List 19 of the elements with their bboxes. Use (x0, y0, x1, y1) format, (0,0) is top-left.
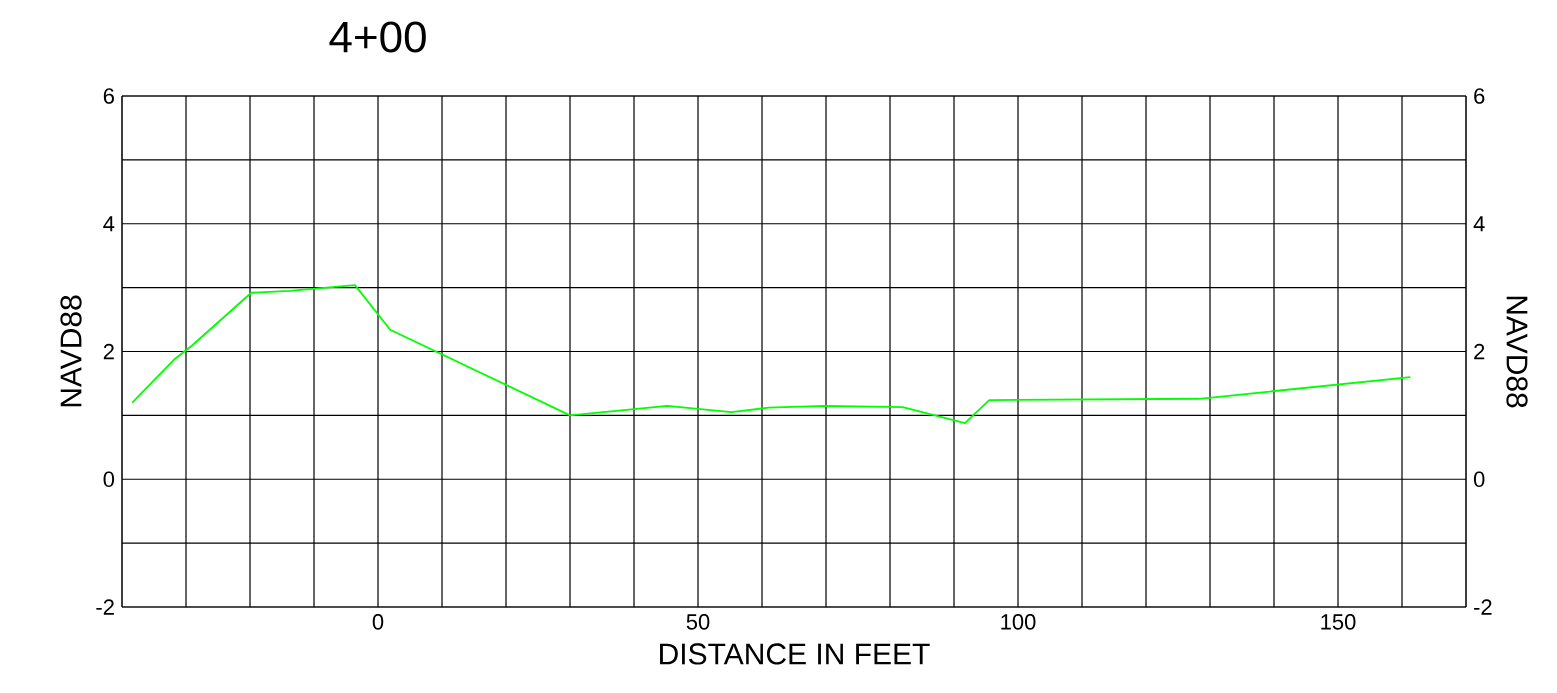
y2-tick-label: 4 (1473, 216, 1485, 232)
y2-tick-label: -2 (1474, 599, 1492, 615)
line-series (131, 284, 1412, 424)
x-tick-label: 50 (686, 614, 710, 630)
x-tick-label: 150 (1321, 614, 1356, 630)
y-tick-label: 2 (103, 343, 114, 360)
x-tick-label: 0 (372, 614, 384, 630)
y2-tick-label: 2 (1474, 343, 1485, 360)
x-tick-label: 100 (1001, 614, 1036, 630)
y-tick-label: 4 (103, 216, 115, 232)
y2-axis-title: NAVD88 (1506, 296, 1528, 408)
y-tick-label: 6 (103, 88, 114, 104)
chart-title: 4+00 (329, 21, 426, 53)
y2-tick-label: 0 (1473, 471, 1485, 488)
x-axis-title: DISTANCE IN FEET (660, 643, 930, 665)
y-axis-title: NAVD88 (60, 295, 82, 407)
y-tick-label: 0 (103, 471, 115, 488)
y-tick-label: -2 (96, 599, 114, 615)
y2-tick-label: 6 (1474, 88, 1485, 104)
